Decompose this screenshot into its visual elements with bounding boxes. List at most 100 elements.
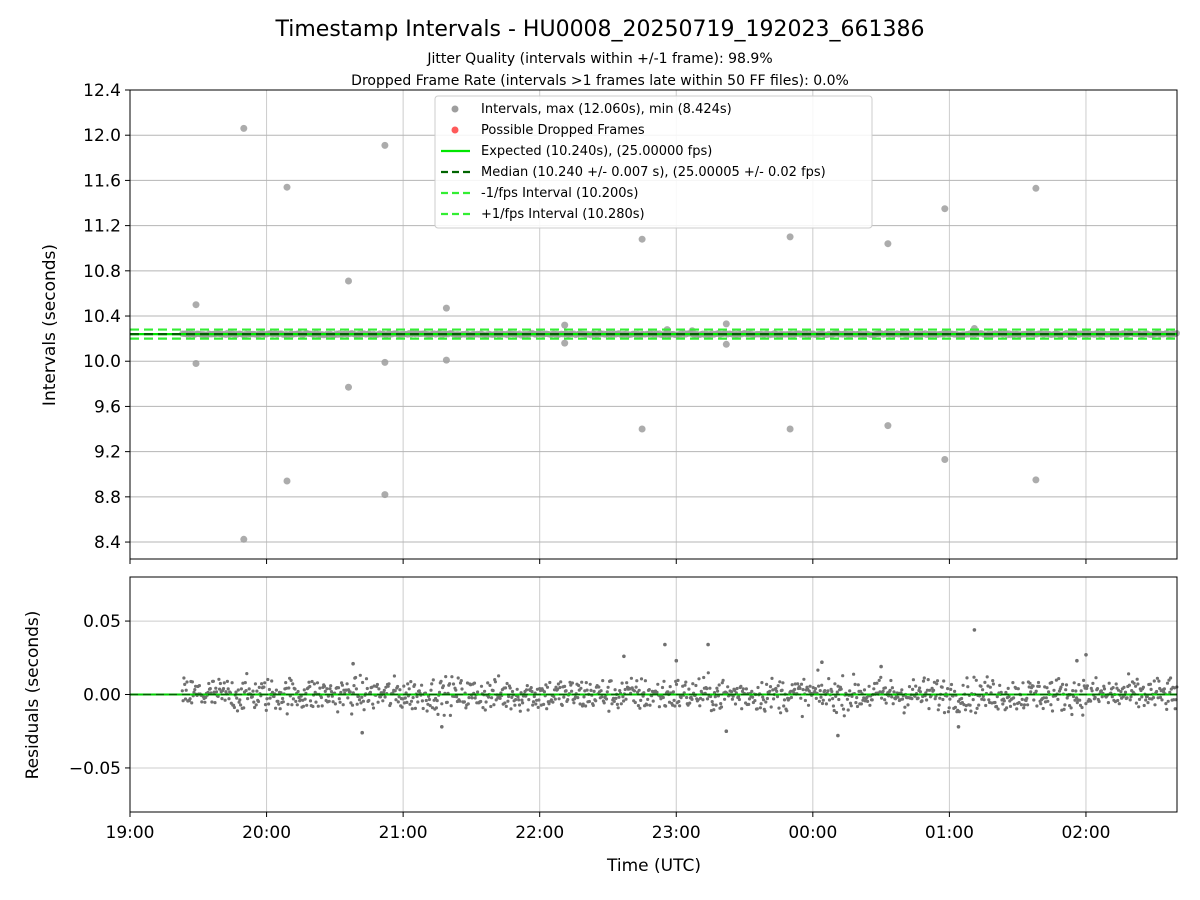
residual-point — [429, 688, 433, 692]
residual-point — [245, 672, 249, 676]
residual-point — [232, 705, 236, 710]
residual-point — [1164, 702, 1168, 706]
residual-point — [236, 688, 240, 692]
residual-point — [241, 681, 245, 685]
residual-point — [430, 682, 434, 686]
residual-point — [760, 681, 764, 685]
residual-point — [826, 689, 830, 693]
residual-point — [740, 707, 744, 711]
residual-point — [297, 695, 301, 700]
top-y-tick-label: 11.2 — [83, 217, 121, 237]
residual-point — [622, 699, 626, 703]
residual-point — [624, 697, 628, 701]
residual-point — [706, 671, 710, 675]
residual-point — [1153, 703, 1157, 707]
residual-point — [1152, 679, 1156, 683]
residual-point — [775, 689, 779, 694]
x-tick-label: 01:00 — [925, 823, 974, 843]
residual-point — [180, 689, 184, 693]
residual-point — [235, 696, 239, 700]
residual-point — [1063, 703, 1067, 707]
residual-point — [377, 687, 381, 691]
residual-point — [890, 695, 894, 699]
residual-point — [591, 703, 595, 708]
residual-point — [589, 688, 593, 693]
residual-point — [853, 682, 857, 687]
residual-point — [181, 699, 185, 703]
residual-point — [263, 703, 268, 707]
x-tick-label: 22:00 — [515, 823, 564, 843]
residual-point — [1119, 690, 1123, 694]
bottom-plot-x-ticks: 19:00 20:00 21:00 22:00 23:00 00:00 01:00 02:00 — [106, 812, 1110, 843]
residual-point — [449, 704, 453, 708]
residual-point — [460, 687, 464, 691]
residual-point — [230, 681, 234, 685]
residual-point — [558, 685, 562, 690]
residual-point — [977, 703, 981, 707]
residual-point — [819, 695, 823, 699]
residual-point — [585, 688, 589, 692]
residual-point — [922, 676, 926, 680]
residual-point — [1165, 707, 1169, 712]
residual-point — [375, 682, 379, 687]
residual-point — [517, 698, 521, 702]
residual-point — [793, 682, 797, 686]
residual-point — [690, 697, 694, 702]
residual-point — [276, 699, 280, 703]
residual-point — [808, 684, 812, 688]
residual-point — [1090, 689, 1094, 693]
residual-point — [396, 684, 400, 689]
residual-point — [1162, 687, 1166, 691]
residual-point — [253, 682, 257, 686]
top-y-tick-label: 12.4 — [83, 81, 121, 101]
residual-point — [525, 684, 529, 688]
residual-point — [314, 700, 318, 704]
residual-point — [310, 679, 314, 684]
residual-point — [657, 705, 662, 709]
residual-point — [497, 674, 501, 678]
residual-point — [333, 702, 337, 706]
residual-point — [926, 678, 930, 682]
residual-point — [564, 689, 568, 693]
residual-point — [714, 703, 718, 707]
interval-outlier-point — [941, 456, 949, 463]
residual-point — [190, 701, 194, 705]
residual-point — [238, 698, 242, 702]
residual-point — [420, 699, 424, 703]
residual-point — [785, 709, 789, 713]
residual-point — [1093, 695, 1097, 700]
residual-point — [214, 690, 219, 694]
residual-point — [381, 699, 385, 703]
residual-point — [935, 682, 939, 686]
residual-point — [448, 682, 452, 686]
residual-point — [507, 694, 511, 699]
residual-point — [441, 684, 445, 688]
residual-point — [563, 684, 567, 689]
residual-point — [928, 688, 932, 692]
residual-point — [753, 699, 757, 703]
residual-point — [349, 701, 353, 705]
residual-point — [398, 688, 402, 692]
residual-point — [1041, 706, 1045, 711]
residual-point — [1137, 705, 1141, 709]
residual-point — [407, 687, 411, 691]
residual-point — [289, 678, 293, 683]
residual-point — [1035, 704, 1039, 708]
residual-point — [683, 683, 687, 687]
residual-point — [1142, 703, 1146, 708]
residual-point — [1145, 694, 1149, 699]
x-tick-label: 23:00 — [652, 823, 701, 843]
residual-point — [290, 703, 294, 707]
residual-point — [188, 697, 192, 701]
residual-point — [817, 699, 822, 703]
residual-point — [841, 707, 846, 711]
residual-point — [239, 687, 243, 691]
residual-point — [489, 704, 493, 709]
residual-point — [610, 702, 614, 706]
residual-outlier-point — [360, 730, 365, 735]
residual-point — [1094, 676, 1098, 680]
residual-point — [697, 677, 701, 681]
x-tick-label: 20:00 — [242, 823, 291, 843]
residual-point — [938, 696, 942, 700]
residual-point — [645, 703, 649, 707]
